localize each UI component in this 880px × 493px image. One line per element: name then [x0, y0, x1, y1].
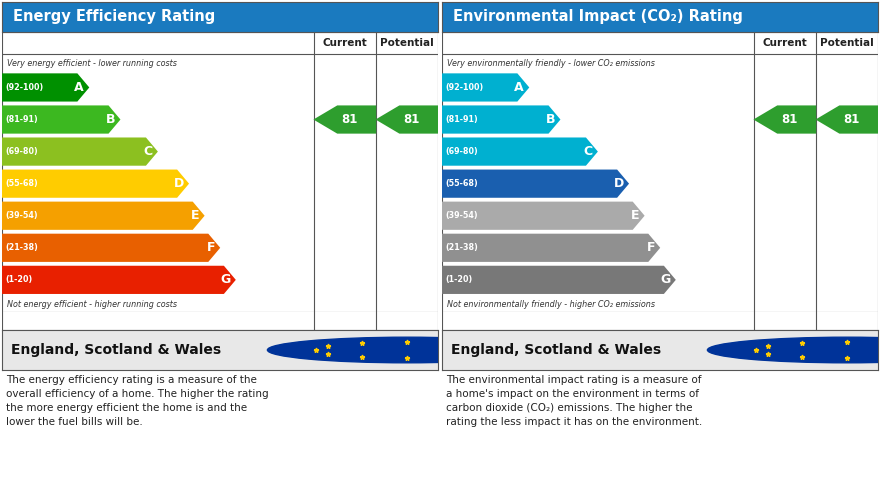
- Text: (69-80): (69-80): [5, 147, 38, 156]
- Polygon shape: [2, 234, 220, 262]
- Text: E: E: [631, 209, 640, 222]
- Polygon shape: [442, 73, 529, 102]
- Text: (92-100): (92-100): [445, 83, 484, 92]
- Text: (55-68): (55-68): [445, 179, 478, 188]
- Polygon shape: [2, 73, 89, 102]
- Text: The energy efficiency rating is a measure of the
overall efficiency of a home. T: The energy efficiency rating is a measur…: [6, 375, 269, 427]
- Text: Very energy efficient - lower running costs: Very energy efficient - lower running co…: [7, 59, 177, 68]
- Text: Environmental Impact (CO₂) Rating: Environmental Impact (CO₂) Rating: [453, 9, 743, 25]
- Circle shape: [708, 337, 880, 363]
- Polygon shape: [442, 202, 645, 230]
- Text: Not energy efficient - higher running costs: Not energy efficient - higher running co…: [7, 300, 177, 310]
- Text: (69-80): (69-80): [445, 147, 478, 156]
- Text: (39-54): (39-54): [445, 211, 478, 220]
- Text: D: D: [613, 177, 624, 190]
- Polygon shape: [442, 234, 660, 262]
- Text: Current: Current: [322, 38, 367, 48]
- Text: C: C: [583, 145, 592, 158]
- Text: Current: Current: [762, 38, 807, 48]
- Text: EU Directive
2002/91/EC: EU Directive 2002/91/EC: [322, 340, 378, 360]
- Text: E: E: [191, 209, 200, 222]
- Text: Not environmentally friendly - higher CO₂ emissions: Not environmentally friendly - higher CO…: [447, 300, 656, 310]
- Text: (92-100): (92-100): [5, 83, 44, 92]
- Text: 81: 81: [341, 113, 357, 126]
- Text: (55-68): (55-68): [5, 179, 38, 188]
- Polygon shape: [442, 266, 676, 294]
- Polygon shape: [816, 106, 878, 134]
- Text: G: G: [220, 273, 231, 286]
- Polygon shape: [442, 138, 598, 166]
- Text: (21-38): (21-38): [445, 243, 479, 252]
- Text: (1-20): (1-20): [5, 276, 33, 284]
- Circle shape: [268, 337, 546, 363]
- Polygon shape: [442, 106, 561, 134]
- Text: A: A: [75, 81, 84, 94]
- Text: EU Directive
2002/91/EC: EU Directive 2002/91/EC: [762, 340, 818, 360]
- Polygon shape: [2, 170, 189, 198]
- Text: 81: 81: [843, 113, 860, 126]
- Text: (1-20): (1-20): [445, 276, 473, 284]
- Polygon shape: [2, 106, 121, 134]
- Text: (39-54): (39-54): [5, 211, 38, 220]
- Polygon shape: [442, 170, 629, 198]
- Polygon shape: [313, 106, 376, 134]
- Text: Energy Efficiency Rating: Energy Efficiency Rating: [13, 9, 215, 25]
- Text: (21-38): (21-38): [5, 243, 39, 252]
- Polygon shape: [753, 106, 816, 134]
- Text: C: C: [143, 145, 152, 158]
- Text: B: B: [106, 113, 115, 126]
- Text: A: A: [515, 81, 524, 94]
- Text: Very environmentally friendly - lower CO₂ emissions: Very environmentally friendly - lower CO…: [447, 59, 655, 68]
- Polygon shape: [376, 106, 438, 134]
- Polygon shape: [2, 202, 205, 230]
- Text: The environmental impact rating is a measure of
a home's impact on the environme: The environmental impact rating is a mea…: [446, 375, 702, 427]
- Text: England, Scotland & Wales: England, Scotland & Wales: [451, 343, 661, 357]
- Text: F: F: [207, 241, 215, 254]
- Text: England, Scotland & Wales: England, Scotland & Wales: [11, 343, 221, 357]
- Text: F: F: [647, 241, 655, 254]
- Text: Potential: Potential: [820, 38, 874, 48]
- Text: (81-91): (81-91): [5, 115, 38, 124]
- Text: Potential: Potential: [380, 38, 434, 48]
- Polygon shape: [2, 138, 158, 166]
- Text: (81-91): (81-91): [445, 115, 478, 124]
- Text: B: B: [546, 113, 555, 126]
- Polygon shape: [2, 266, 236, 294]
- Text: 81: 81: [781, 113, 797, 126]
- Text: G: G: [660, 273, 671, 286]
- Text: D: D: [173, 177, 184, 190]
- Text: 81: 81: [403, 113, 420, 126]
